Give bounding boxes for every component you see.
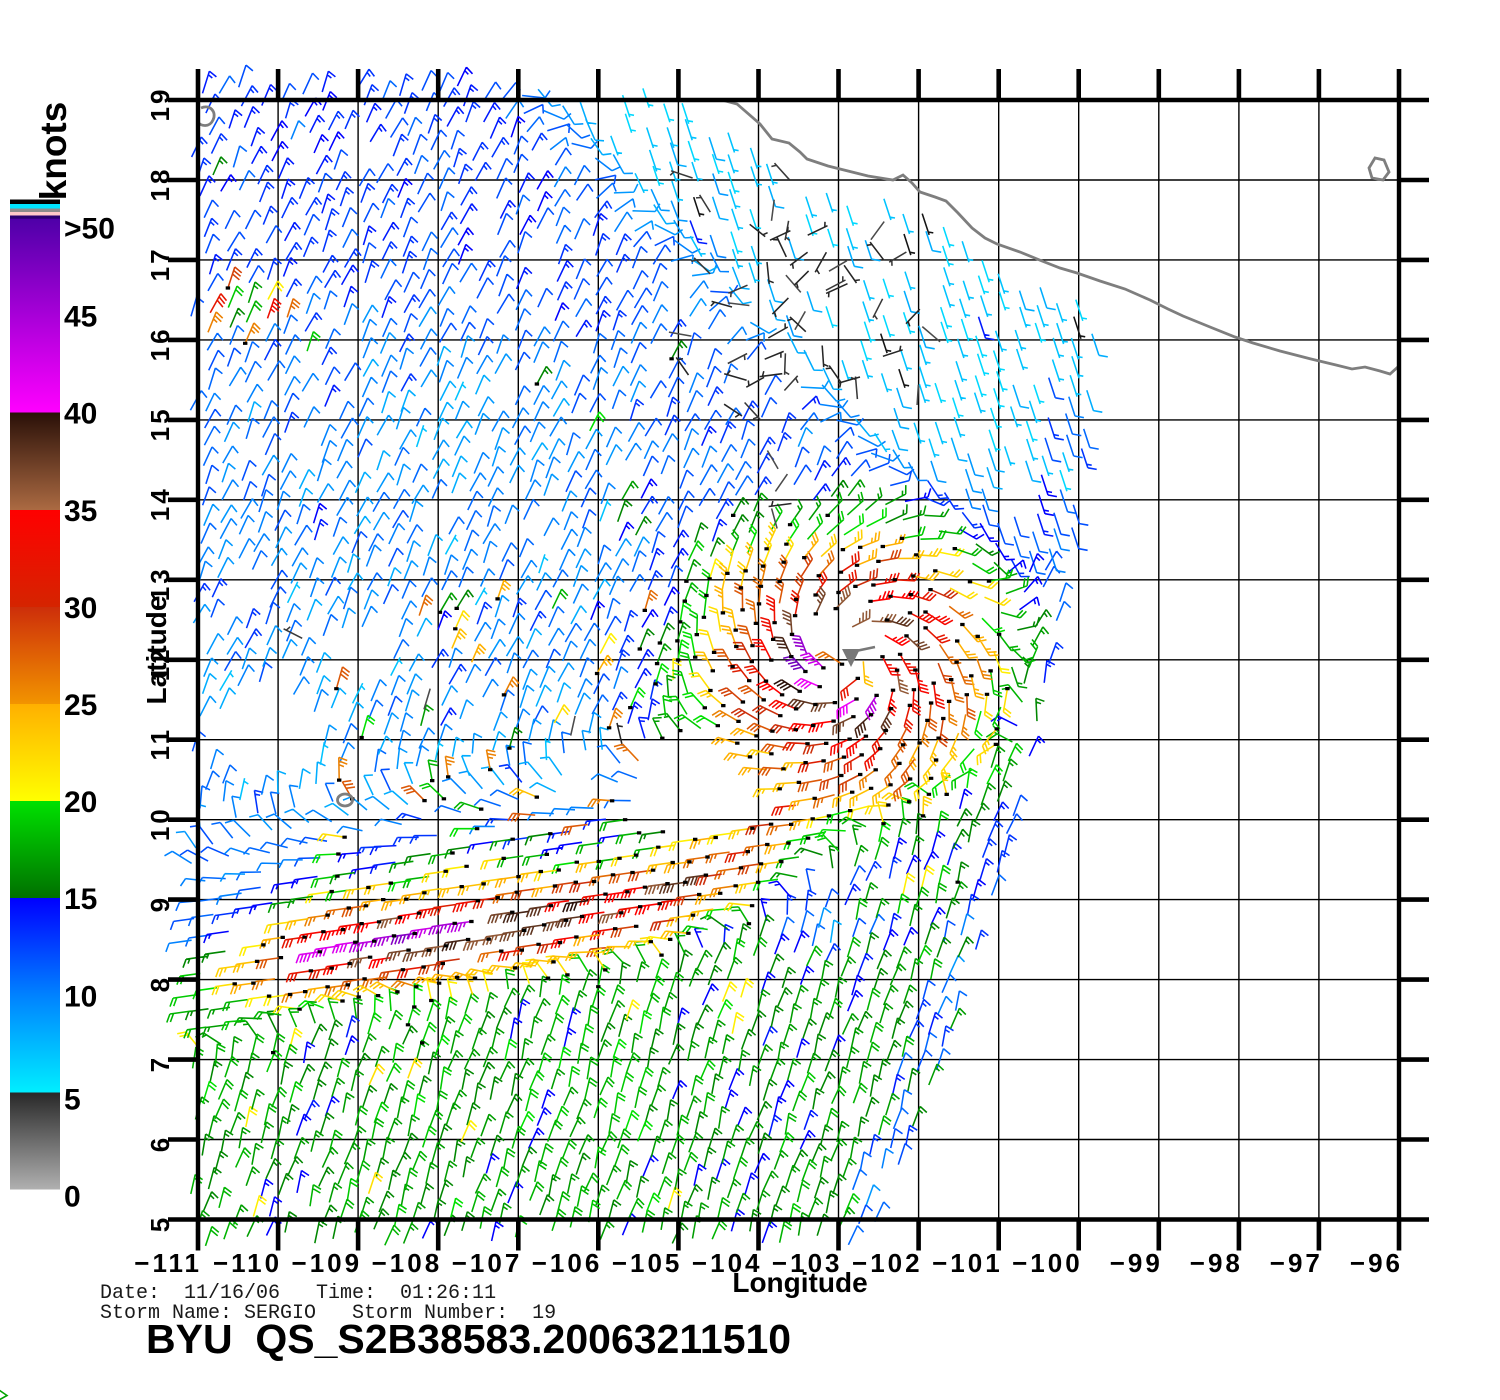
svg-text:−98: −98 bbox=[1190, 1248, 1243, 1278]
svg-text:40: 40 bbox=[64, 398, 97, 431]
svg-text:17: 17 bbox=[145, 246, 175, 281]
svg-text:−109: −109 bbox=[292, 1248, 363, 1278]
svg-text:13: 13 bbox=[145, 566, 175, 601]
svg-text:−96: −96 bbox=[1350, 1248, 1403, 1278]
svg-text:−100: −100 bbox=[1012, 1248, 1083, 1278]
svg-text:19: 19 bbox=[145, 87, 175, 122]
svg-text:−102: −102 bbox=[852, 1248, 923, 1278]
svg-text:0: 0 bbox=[64, 1181, 81, 1214]
svg-text:7: 7 bbox=[145, 1055, 175, 1072]
svg-text:−108: −108 bbox=[372, 1248, 443, 1278]
svg-text:20: 20 bbox=[64, 786, 97, 819]
svg-text:−111: −111 bbox=[134, 1248, 202, 1278]
svg-text:30: 30 bbox=[64, 592, 97, 625]
svg-text:−107: −107 bbox=[452, 1248, 523, 1278]
svg-text:15: 15 bbox=[64, 883, 97, 916]
svg-text:5: 5 bbox=[64, 1083, 81, 1116]
svg-text:−110: −110 bbox=[213, 1248, 282, 1278]
svg-text:Longitude: Longitude bbox=[732, 1267, 867, 1298]
svg-text:−101: −101 bbox=[932, 1248, 1003, 1278]
svg-text:16: 16 bbox=[145, 326, 175, 361]
svg-text:9: 9 bbox=[145, 895, 175, 912]
svg-text:−97: −97 bbox=[1270, 1248, 1323, 1278]
svg-text:−104: −104 bbox=[692, 1248, 763, 1278]
svg-text:BYU QS_S2B38583.20063211510: BYU QS_S2B38583.20063211510 bbox=[146, 1316, 791, 1362]
svg-text:10: 10 bbox=[145, 806, 175, 841]
svg-text:11: 11 bbox=[145, 727, 175, 761]
svg-text:−99: −99 bbox=[1110, 1248, 1163, 1278]
svg-text:Date: 11/16/06 Time: 01:26: Date: 11/16/06 Time: 01:26:11 bbox=[100, 1282, 496, 1305]
svg-text:10: 10 bbox=[64, 980, 97, 1013]
svg-text:>50: >50 bbox=[64, 213, 115, 246]
svg-text:18: 18 bbox=[145, 167, 175, 202]
svg-text:Storm Name: SERGIO Storm Num: Storm Name: SERGIO Storm Number: 19 bbox=[100, 1302, 556, 1325]
svg-text:Latitude: Latitude bbox=[141, 596, 172, 705]
svg-text:45: 45 bbox=[64, 301, 97, 334]
svg-text:−103: −103 bbox=[772, 1248, 843, 1278]
svg-text:14: 14 bbox=[145, 486, 175, 521]
svg-text:25: 25 bbox=[64, 689, 97, 722]
svg-text:15: 15 bbox=[145, 406, 175, 441]
svg-text:5: 5 bbox=[145, 1215, 175, 1232]
svg-text:−106: −106 bbox=[532, 1248, 603, 1278]
svg-text:35: 35 bbox=[64, 495, 97, 528]
svg-text:6: 6 bbox=[145, 1135, 175, 1152]
svg-text:−105: −105 bbox=[612, 1248, 683, 1278]
svg-text:12: 12 bbox=[145, 646, 175, 681]
svg-text:knots: knots bbox=[33, 102, 74, 201]
svg-text:8: 8 bbox=[145, 975, 175, 992]
